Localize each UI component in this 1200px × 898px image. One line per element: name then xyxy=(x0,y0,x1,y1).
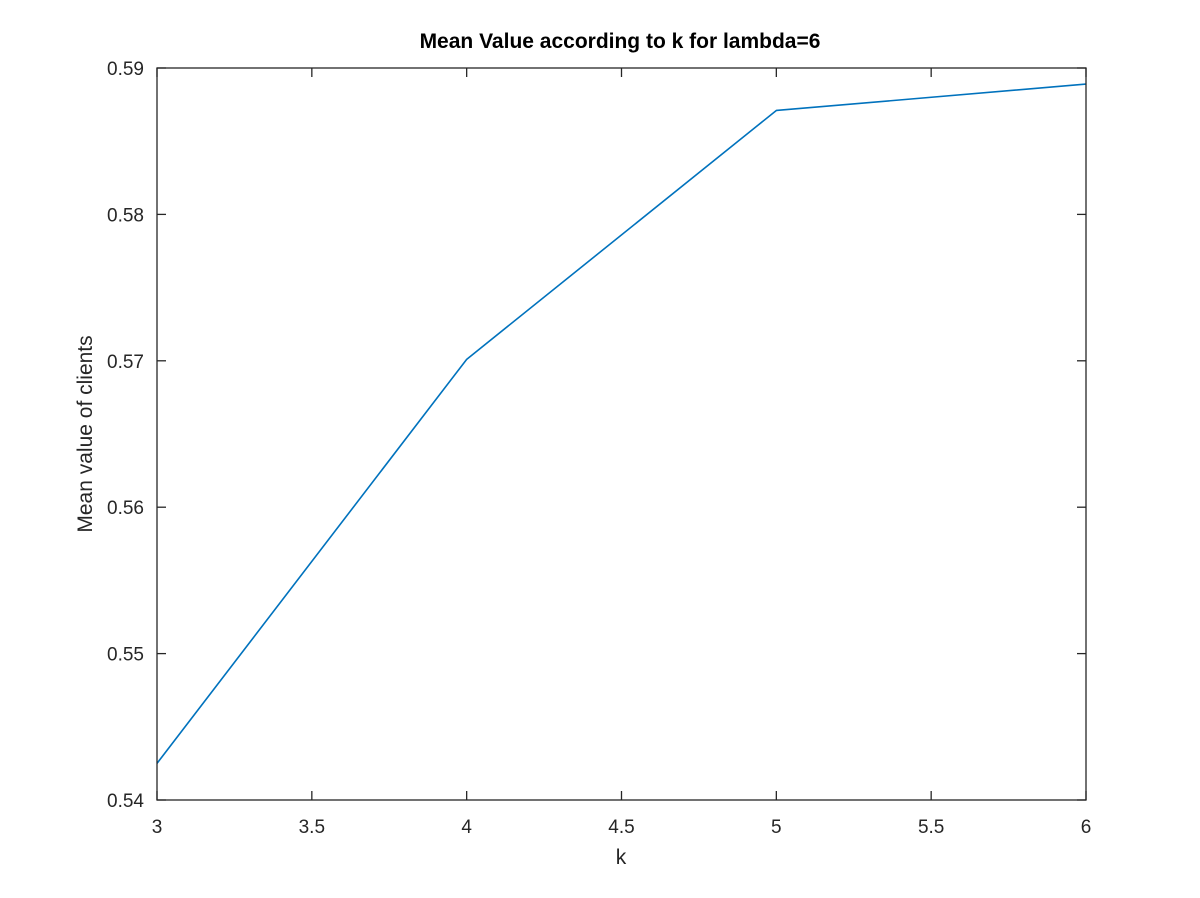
y-tick-label: 0.59 xyxy=(107,59,144,80)
x-tick-label: 3.5 xyxy=(299,817,325,838)
x-axis-label: k xyxy=(616,846,627,869)
plot-area xyxy=(157,68,1086,800)
x-tick-label: 5 xyxy=(771,817,782,838)
y-tick-label: 0.57 xyxy=(107,352,144,373)
x-tick-label: 4.5 xyxy=(608,817,634,838)
chart-title: Mean Value according to k for lambda=6 xyxy=(420,30,821,53)
x-tick-label: 3 xyxy=(152,817,163,838)
series-layer xyxy=(156,83,1087,764)
x-tick-label: 5.5 xyxy=(918,817,944,838)
x-tick-label: 4 xyxy=(461,817,472,838)
y-tick-label: 0.55 xyxy=(107,645,144,666)
x-axis-ticks: 3 3.5 4 4.5 5 5.5 6 xyxy=(152,68,1092,838)
y-axis-ticks: 0.54 0.55 0.56 0.57 0.58 0.59 xyxy=(107,59,1086,812)
y-tick-label: 0.56 xyxy=(107,498,144,519)
x-tick-label: 6 xyxy=(1081,817,1092,838)
y-tick-label: 0.58 xyxy=(107,205,144,226)
y-axis-label: Mean value of clients xyxy=(74,335,97,532)
series-line xyxy=(156,83,1087,764)
y-tick-label: 0.54 xyxy=(107,791,144,812)
